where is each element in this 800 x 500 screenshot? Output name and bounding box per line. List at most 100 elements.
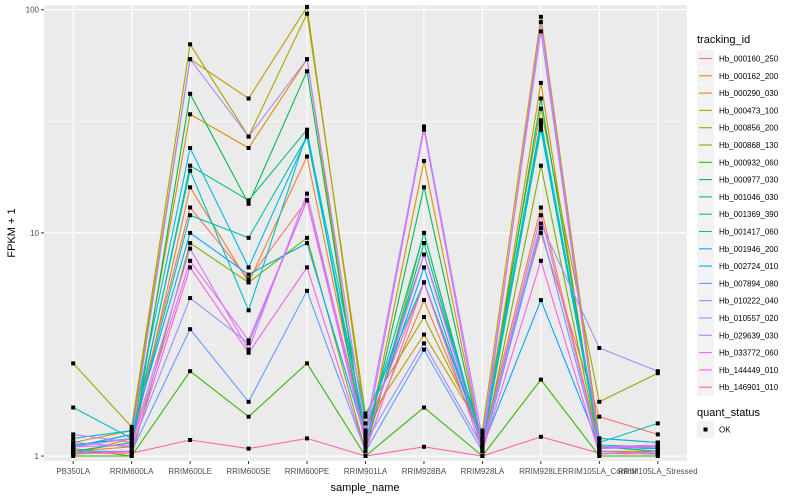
data-point	[597, 446, 602, 451]
data-point	[246, 280, 251, 285]
data-point	[597, 346, 602, 350]
data-point	[538, 80, 543, 85]
data-point	[655, 452, 660, 457]
data-point	[305, 57, 309, 62]
data-point	[422, 124, 426, 129]
data-point	[188, 168, 193, 173]
data-point	[188, 42, 193, 47]
legend-tracking-id: tracking_id Hb_000160_250Hb_000162_200Hb…	[697, 34, 779, 396]
x-tick-label: RRIM901LA	[344, 467, 388, 476]
data-point	[538, 124, 543, 129]
y-tick-label: 10	[30, 229, 39, 238]
data-point	[538, 434, 543, 439]
data-point	[538, 226, 543, 231]
data-point	[188, 327, 193, 332]
data-point	[363, 428, 368, 433]
data-point	[538, 205, 543, 210]
data-point	[363, 411, 368, 416]
data-point	[188, 241, 193, 246]
legend-label: Hb_001417_060	[719, 228, 779, 237]
data-point	[305, 436, 309, 441]
data-point	[129, 432, 134, 437]
data-point	[246, 308, 251, 313]
data-point	[71, 444, 76, 449]
data-point	[305, 127, 309, 132]
legend-label: Hb_001369_390	[719, 210, 779, 219]
data-point	[246, 198, 251, 203]
data-point	[71, 451, 76, 456]
x-tick-label: RRIM600PE	[285, 467, 329, 476]
data-point	[246, 265, 251, 270]
data-point	[188, 112, 193, 117]
data-point	[422, 298, 426, 303]
data-point	[246, 96, 251, 101]
data-point	[422, 241, 426, 246]
data-point	[129, 440, 134, 445]
data-point	[129, 454, 134, 458]
data-point	[129, 428, 134, 433]
data-point	[246, 414, 251, 419]
legend2-label-ok: OK	[719, 426, 731, 435]
data-point	[71, 440, 76, 445]
data-point	[480, 432, 485, 437]
data-point	[422, 405, 426, 410]
data-point	[188, 213, 193, 218]
data-point	[246, 350, 251, 355]
data-point	[363, 414, 368, 419]
data-point	[597, 440, 602, 445]
data-point	[188, 438, 193, 442]
legend-label: Hb_000932_060	[719, 158, 779, 167]
data-point	[597, 451, 602, 456]
data-point	[480, 436, 485, 441]
data-point	[363, 444, 368, 449]
data-point	[246, 399, 251, 404]
y-tick-label: 100	[26, 6, 40, 15]
legend-items: Hb_000160_250 Hb_000162_200 Hb_000290_030 H…	[697, 50, 779, 396]
data-point	[305, 134, 309, 139]
data-point	[246, 201, 251, 206]
data-point	[538, 127, 543, 132]
data-point	[538, 213, 543, 218]
data-point	[363, 454, 368, 458]
data-point	[480, 444, 485, 449]
data-point	[305, 265, 309, 270]
x-tick-label: RRIM600LE	[168, 467, 212, 476]
x-tick-label: RRIM600LA	[110, 467, 154, 476]
x-tick-label: RRIM105LA_Stressed	[618, 467, 698, 476]
data-point	[480, 428, 485, 433]
data-point	[188, 265, 193, 270]
data-point	[538, 298, 543, 303]
y-tick-label: 1	[35, 452, 40, 461]
data-point	[538, 163, 543, 168]
data-point	[655, 369, 660, 374]
data-point	[363, 436, 368, 441]
data-point	[422, 265, 426, 270]
data-point	[538, 106, 543, 111]
legend-label: Hb_000856_200	[719, 124, 779, 133]
data-point	[422, 332, 426, 337]
legend-label: Hb_000868_130	[719, 141, 779, 150]
data-point	[655, 432, 660, 437]
data-point	[305, 235, 309, 240]
legend-label: Hb_010222_040	[719, 297, 779, 306]
data-point	[655, 421, 660, 426]
data-point	[188, 146, 193, 150]
x-tick-label: RRIM928LA	[461, 467, 505, 476]
legend-label: Hb_144449_010	[719, 366, 779, 375]
data-point	[422, 315, 426, 319]
data-point	[129, 443, 134, 447]
data-point	[305, 69, 309, 74]
data-point	[538, 118, 543, 123]
data-point	[538, 221, 543, 226]
x-tick-label: PB350LA	[56, 467, 90, 476]
data-point	[246, 338, 251, 343]
x-axis-title: sample_name	[330, 482, 399, 494]
data-point	[422, 159, 426, 163]
data-point	[246, 446, 251, 451]
y-axis-ticks: 1 10 100	[26, 6, 44, 461]
legend-label: Hb_010557_020	[719, 314, 779, 323]
legend-label: Hb_007894_080	[719, 279, 779, 288]
data-point	[305, 361, 309, 366]
data-point	[538, 96, 543, 101]
